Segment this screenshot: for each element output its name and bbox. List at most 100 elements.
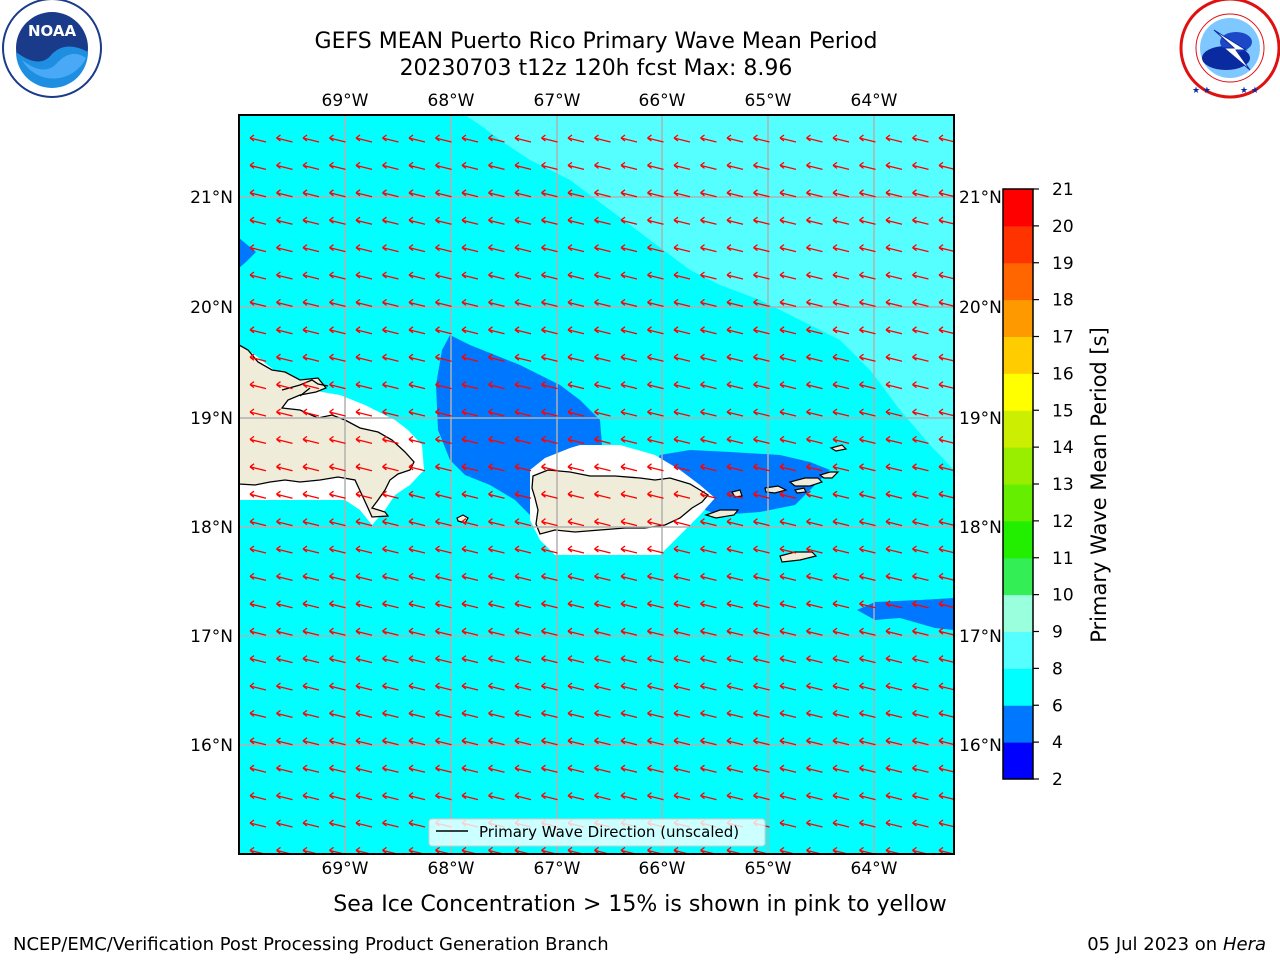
wave-arrow (673, 600, 691, 609)
wave-arrow (302, 244, 320, 253)
wave-arrow (779, 572, 797, 582)
wave-arrow (355, 737, 373, 746)
wave-arrow (488, 134, 505, 143)
lat-label-left: 18°N (190, 518, 233, 538)
wave-arrow (859, 764, 876, 773)
wave-arrow (938, 572, 954, 581)
lat-label-right: 17°N (959, 627, 1002, 647)
wave-arrow (912, 189, 929, 198)
wave-arrow (753, 737, 770, 746)
wave-arrow (647, 353, 664, 362)
wave-arrow (912, 298, 929, 308)
wave-arrow (912, 737, 929, 746)
wave-arrow (726, 134, 744, 143)
wave-arrow (382, 216, 399, 225)
wave-arrow (832, 435, 850, 445)
wave-arrow (541, 463, 558, 472)
wave-arrow (832, 408, 850, 417)
wave-arrow (276, 189, 293, 198)
wave-arrow (938, 216, 954, 225)
wave-arrow (329, 408, 346, 417)
wave-arrow (488, 216, 505, 225)
wave-arrow (567, 792, 585, 801)
wave-arrow (355, 572, 373, 582)
wave-arrow (912, 545, 929, 554)
wave-arrow (249, 600, 267, 609)
colorbar-tick-label: 12 (1052, 512, 1074, 532)
wave-arrow (912, 381, 929, 390)
wave-arrow (832, 819, 850, 828)
wave-arrow (912, 326, 929, 335)
wave-arrow (700, 709, 717, 719)
wave-arrow (567, 490, 585, 499)
wave-arrow (355, 353, 373, 362)
wave-arrow (302, 737, 320, 746)
wave-arrow (329, 518, 346, 527)
map-subtitle: 20230703 t12z 120h fcst Max: 8.96 (400, 56, 793, 81)
island-vieques (704, 509, 740, 519)
wave-arrow (673, 381, 691, 390)
wave-arrow (726, 764, 744, 773)
lon-label-top: 68°W (428, 91, 475, 111)
wave-arrow (567, 463, 585, 472)
wave-arrow (859, 572, 876, 582)
wave-arrow (912, 518, 929, 527)
wave-arrow (912, 408, 929, 417)
machine-name: Hera (1223, 934, 1266, 955)
wave-arrow (700, 134, 717, 143)
wave-arrow (938, 271, 954, 280)
wave-arrow (276, 161, 293, 171)
wave-arrow (938, 463, 954, 472)
wave-arrow (806, 161, 823, 171)
svg-text:★ ★: ★ ★ (1240, 86, 1259, 96)
wave-arrow (753, 572, 770, 582)
wave-arrow (885, 572, 903, 582)
wave-arrow (647, 134, 664, 143)
wave-arrow (408, 545, 426, 554)
wave-arrow (302, 161, 320, 171)
wave-arrow (806, 134, 823, 143)
wave-arrow (885, 134, 903, 143)
wave-arrow (355, 271, 373, 280)
wave-arrow (620, 216, 638, 225)
wave-arrow (302, 271, 320, 280)
wave-arrow (461, 134, 479, 143)
wave-arrow (700, 353, 717, 362)
wave-arrow (302, 189, 320, 198)
wave-arrow (382, 381, 399, 390)
wave-arrow (700, 408, 717, 417)
wave-arrow (806, 518, 823, 527)
wave-arrow (488, 709, 505, 719)
wave-arrow (859, 819, 876, 828)
wave-arrow (594, 271, 611, 280)
wave-arrow (726, 518, 744, 527)
wave-arrow (726, 600, 744, 609)
wave-arrow (806, 408, 823, 417)
wave-arrow (938, 627, 954, 636)
wave-arrow (276, 764, 293, 773)
wave-arrow (355, 298, 373, 308)
wave-arrow (329, 161, 346, 171)
wave-arrow (779, 463, 797, 472)
wave-arrow (594, 627, 611, 636)
wave-arrow (461, 161, 479, 171)
colorbar-swatch (1003, 336, 1033, 374)
wave-arrow (700, 463, 717, 472)
wave-arrow (514, 737, 532, 746)
wave-arrow (514, 627, 532, 636)
wave-arrow (647, 271, 664, 280)
wave-arrow (753, 271, 770, 280)
wave-arrow (885, 490, 903, 499)
wave-arrow (382, 161, 399, 171)
wave-arrow (408, 134, 426, 143)
wave-arrow (276, 572, 293, 582)
wave-arrow (594, 655, 611, 664)
colorbar-swatch (1003, 742, 1033, 780)
wave-arrow (514, 572, 532, 582)
noaa-logo-text: NOAA (28, 22, 77, 40)
wave-arrow (249, 819, 267, 828)
wave-arrow (567, 600, 585, 609)
wave-arrow (514, 792, 532, 801)
wave-arrow (912, 572, 929, 582)
wave-arrow (276, 381, 293, 390)
